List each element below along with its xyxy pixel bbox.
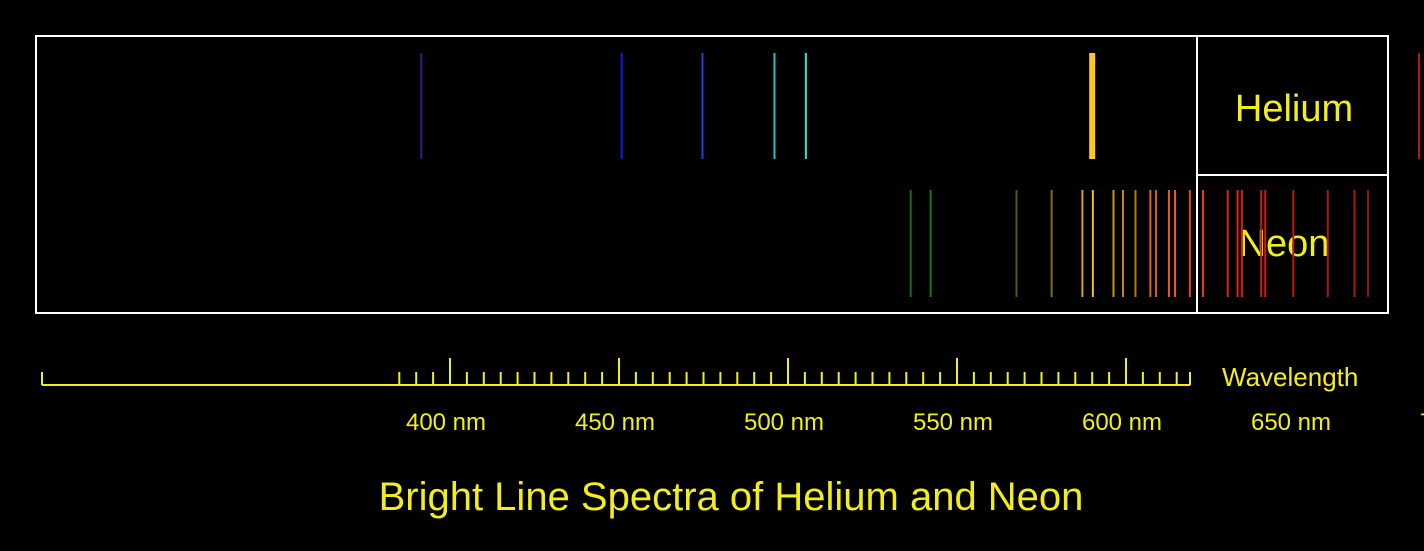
wavelength-scale: 400 nm 450 nm 500 nm 550 nm 600 nm 650 nm 700 … (42, 358, 1424, 436)
helium-label: Helium (1235, 88, 1353, 130)
scale-tick-label: 400 nm (406, 409, 486, 436)
neon-label: Neon (1239, 223, 1330, 265)
scale-tick-label: 500 nm (744, 409, 824, 436)
spectra-frame (36, 36, 1388, 313)
scale-tick-label: 600 nm (1082, 409, 1162, 436)
scale-tick-label: 550 nm (913, 409, 993, 436)
scale-tick-label: 700 nm (1420, 409, 1424, 436)
neon-spectrum (911, 190, 1424, 297)
scale-tick-label: 650 nm (1251, 409, 1331, 436)
wavelength-axis-label: Wavelength (1222, 362, 1358, 392)
diagram-title: Bright Line Spectra of Helium and Neon (379, 475, 1084, 519)
scale-tick-label: 450 nm (575, 409, 655, 436)
